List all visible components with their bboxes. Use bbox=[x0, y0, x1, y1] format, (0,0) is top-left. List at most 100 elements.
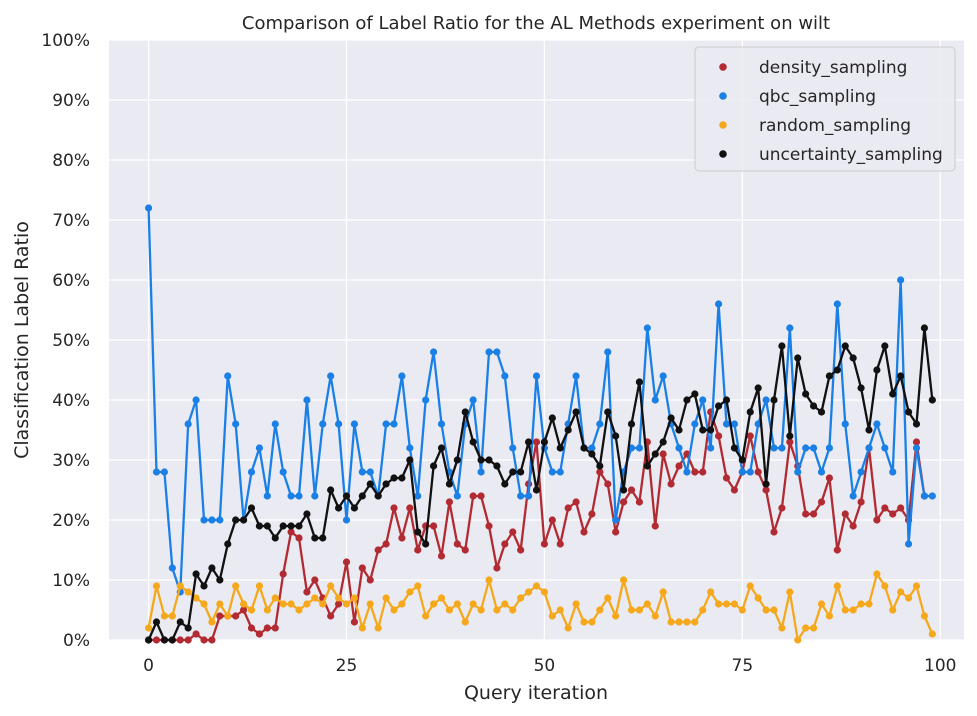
data-point bbox=[414, 528, 422, 536]
data-point bbox=[809, 510, 818, 518]
data-point bbox=[619, 486, 628, 494]
legend-marker bbox=[719, 121, 727, 129]
data-point bbox=[912, 582, 921, 590]
data-point bbox=[635, 378, 644, 386]
data-point bbox=[271, 594, 279, 602]
data-point bbox=[374, 624, 382, 632]
data-point bbox=[873, 366, 881, 374]
data-point bbox=[897, 276, 905, 284]
data-point bbox=[596, 420, 604, 428]
data-point bbox=[675, 462, 683, 470]
data-point bbox=[928, 492, 936, 500]
data-point bbox=[398, 474, 406, 482]
series-layer bbox=[144, 204, 936, 644]
chart-title: Comparison of Label Ratio for the AL Met… bbox=[242, 13, 830, 34]
data-point bbox=[651, 612, 659, 620]
data-point bbox=[334, 420, 343, 428]
data-point bbox=[477, 468, 485, 476]
data-point bbox=[904, 540, 913, 548]
data-point bbox=[817, 408, 826, 416]
data-point bbox=[738, 468, 746, 476]
data-point bbox=[643, 600, 651, 608]
data-point bbox=[802, 390, 810, 398]
data-point bbox=[366, 468, 374, 476]
data-point bbox=[667, 618, 675, 626]
data-point bbox=[303, 588, 311, 596]
y-tick-label: 100% bbox=[41, 31, 90, 51]
data-point bbox=[532, 438, 541, 446]
series-random_sampling bbox=[144, 570, 936, 644]
data-point bbox=[564, 504, 572, 512]
data-point bbox=[192, 396, 200, 404]
data-point bbox=[762, 480, 770, 488]
data-point bbox=[358, 468, 366, 476]
data-point bbox=[208, 564, 216, 572]
y-tick-label: 10% bbox=[52, 571, 90, 591]
data-point bbox=[619, 498, 628, 506]
data-point bbox=[770, 444, 778, 452]
data-point bbox=[635, 498, 644, 506]
data-point bbox=[675, 618, 683, 626]
data-point bbox=[232, 420, 240, 428]
data-point bbox=[762, 606, 770, 614]
data-point bbox=[406, 456, 414, 464]
data-point bbox=[239, 600, 248, 608]
data-point bbox=[524, 492, 533, 500]
data-point bbox=[152, 582, 161, 590]
data-point bbox=[350, 594, 359, 602]
data-point bbox=[184, 588, 192, 596]
series-line bbox=[147, 207, 933, 594]
data-point bbox=[192, 570, 200, 578]
data-point bbox=[168, 612, 176, 620]
data-point bbox=[691, 618, 699, 626]
data-point bbox=[754, 468, 762, 476]
data-point bbox=[889, 606, 897, 614]
data-point bbox=[358, 624, 366, 632]
legend-box bbox=[694, 46, 956, 172]
data-point bbox=[517, 594, 525, 602]
x-axis-label: Query iteration bbox=[464, 682, 608, 704]
data-point bbox=[817, 498, 826, 506]
data-point bbox=[493, 606, 501, 614]
data-point bbox=[770, 606, 778, 614]
y-tick-label: 90% bbox=[52, 91, 90, 111]
data-point bbox=[422, 540, 430, 548]
data-point bbox=[691, 420, 699, 428]
data-point bbox=[683, 396, 691, 404]
data-point bbox=[176, 582, 184, 590]
data-point bbox=[825, 372, 834, 380]
data-point bbox=[327, 372, 335, 380]
data-point bbox=[255, 522, 264, 530]
data-point bbox=[437, 444, 446, 452]
data-point bbox=[928, 396, 936, 404]
data-point bbox=[327, 612, 335, 620]
legend-label: uncertainty_sampling bbox=[759, 145, 943, 165]
data-point bbox=[738, 606, 746, 614]
data-point bbox=[920, 324, 929, 332]
data-point bbox=[786, 438, 794, 446]
data-point bbox=[247, 606, 256, 614]
data-point bbox=[303, 600, 311, 608]
data-point bbox=[342, 516, 351, 524]
data-point bbox=[287, 522, 295, 530]
data-point bbox=[548, 414, 556, 422]
x-tick-label: 100 bbox=[924, 656, 956, 676]
data-point bbox=[477, 456, 485, 464]
data-point bbox=[493, 462, 501, 470]
data-point bbox=[849, 522, 857, 530]
data-point bbox=[390, 504, 398, 512]
data-point bbox=[216, 576, 224, 584]
data-point bbox=[429, 348, 438, 356]
x-axis-ticks: 0 25 50 75 100 bbox=[143, 656, 956, 676]
data-point bbox=[263, 606, 271, 614]
data-point bbox=[271, 534, 279, 542]
data-point bbox=[208, 618, 216, 626]
data-point bbox=[699, 606, 707, 614]
data-point bbox=[596, 606, 604, 614]
data-point bbox=[437, 420, 446, 428]
data-point bbox=[184, 420, 192, 428]
data-point bbox=[865, 426, 873, 434]
data-point bbox=[556, 444, 564, 452]
data-point bbox=[350, 504, 359, 512]
data-point bbox=[588, 618, 596, 626]
